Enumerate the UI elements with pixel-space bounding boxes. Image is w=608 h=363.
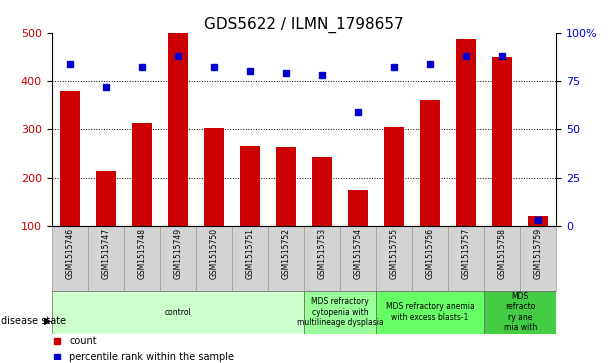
Title: GDS5622 / ILMN_1798657: GDS5622 / ILMN_1798657 bbox=[204, 16, 404, 33]
FancyBboxPatch shape bbox=[520, 226, 556, 291]
FancyBboxPatch shape bbox=[448, 226, 484, 291]
Text: GSM1515757: GSM1515757 bbox=[461, 228, 471, 279]
Text: GSM1515752: GSM1515752 bbox=[282, 228, 291, 279]
Bar bbox=[132, 123, 152, 226]
FancyBboxPatch shape bbox=[304, 291, 376, 334]
Text: MDS refractory anemia
with excess blasts-1: MDS refractory anemia with excess blasts… bbox=[386, 302, 474, 322]
FancyBboxPatch shape bbox=[304, 226, 340, 291]
Text: ▶: ▶ bbox=[44, 316, 52, 326]
Text: GSM1515759: GSM1515759 bbox=[534, 228, 543, 279]
Text: GSM1515751: GSM1515751 bbox=[246, 228, 254, 279]
FancyBboxPatch shape bbox=[376, 291, 484, 334]
FancyBboxPatch shape bbox=[376, 226, 412, 291]
Text: GSM1515747: GSM1515747 bbox=[102, 228, 110, 279]
Bar bbox=[240, 146, 260, 226]
Text: percentile rank within the sample: percentile rank within the sample bbox=[69, 352, 234, 362]
Text: GSM1515754: GSM1515754 bbox=[354, 228, 362, 279]
Text: GSM1515749: GSM1515749 bbox=[173, 228, 182, 279]
FancyBboxPatch shape bbox=[484, 226, 520, 291]
FancyBboxPatch shape bbox=[412, 226, 448, 291]
Text: control: control bbox=[165, 307, 191, 317]
Bar bbox=[384, 127, 404, 226]
FancyBboxPatch shape bbox=[268, 226, 304, 291]
FancyBboxPatch shape bbox=[124, 226, 160, 291]
FancyBboxPatch shape bbox=[160, 226, 196, 291]
Bar bbox=[168, 33, 188, 226]
FancyBboxPatch shape bbox=[52, 291, 304, 334]
FancyBboxPatch shape bbox=[484, 291, 556, 334]
Text: MDS
refracto
ry ane
mia with: MDS refracto ry ane mia with bbox=[503, 292, 537, 332]
Bar bbox=[456, 39, 476, 226]
Bar bbox=[204, 128, 224, 226]
Bar bbox=[528, 216, 548, 226]
Bar bbox=[312, 157, 332, 226]
Text: GSM1515758: GSM1515758 bbox=[498, 228, 506, 279]
Bar bbox=[96, 171, 116, 226]
Text: disease state: disease state bbox=[1, 316, 66, 326]
Text: GSM1515753: GSM1515753 bbox=[317, 228, 326, 279]
Text: GSM1515746: GSM1515746 bbox=[65, 228, 74, 279]
Bar bbox=[492, 57, 512, 226]
FancyBboxPatch shape bbox=[88, 226, 124, 291]
Bar bbox=[60, 91, 80, 226]
FancyBboxPatch shape bbox=[196, 226, 232, 291]
Text: GSM1515748: GSM1515748 bbox=[137, 228, 147, 279]
Text: count: count bbox=[69, 336, 97, 346]
Text: MDS refractory
cytopenia with
multilineage dysplasia: MDS refractory cytopenia with multilinea… bbox=[297, 297, 384, 327]
Bar bbox=[348, 190, 368, 226]
Text: GSM1515750: GSM1515750 bbox=[209, 228, 218, 279]
Text: GSM1515755: GSM1515755 bbox=[390, 228, 399, 279]
Bar bbox=[276, 147, 296, 226]
FancyBboxPatch shape bbox=[232, 226, 268, 291]
Text: GSM1515756: GSM1515756 bbox=[426, 228, 435, 279]
Bar bbox=[420, 101, 440, 226]
FancyBboxPatch shape bbox=[340, 226, 376, 291]
FancyBboxPatch shape bbox=[52, 226, 88, 291]
